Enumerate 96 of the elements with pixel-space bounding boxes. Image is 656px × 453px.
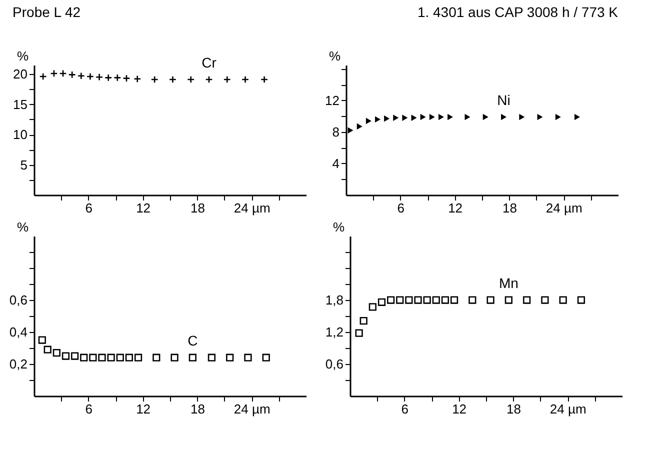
x-tick-label: 12: [452, 402, 467, 416]
x-tick-label: 6: [85, 402, 93, 416]
series-label: C: [188, 332, 198, 349]
point: [80, 354, 88, 362]
x-tick-label: 18: [502, 200, 517, 216]
series-label: Ni: [497, 92, 510, 108]
point: [52, 348, 60, 357]
point: [555, 114, 561, 120]
point: [244, 354, 252, 362]
y-tick-label: 4: [332, 156, 340, 171]
point: [432, 296, 440, 304]
point: [374, 116, 380, 123]
point: [448, 114, 454, 120]
x-tick-label: 6: [85, 200, 93, 216]
point: [62, 352, 70, 360]
point: [368, 303, 376, 311]
point: [70, 352, 79, 360]
point: [482, 114, 488, 120]
point: [559, 296, 567, 304]
point: [188, 354, 196, 362]
point: [356, 123, 362, 130]
point: [38, 336, 46, 344]
y-tick-label: 8: [332, 124, 340, 140]
chart-title: Probe L 42: [12, 4, 81, 20]
point: [574, 114, 580, 120]
y-tick-label: 1,8: [325, 292, 344, 308]
point: [541, 296, 549, 304]
y-tick-label: 0,2: [9, 356, 28, 372]
series-label: Mn: [498, 275, 518, 291]
point: [89, 354, 97, 362]
point: [468, 296, 476, 304]
x-tick-label: 6: [401, 402, 409, 416]
x-tick-label: 24 µm: [234, 402, 270, 416]
point: [411, 114, 417, 121]
y-tick-label: 20: [13, 66, 28, 82]
point: [486, 296, 494, 304]
point: [360, 316, 368, 325]
point: [504, 296, 512, 304]
point: [384, 115, 390, 122]
y-tick-label: 1,2: [325, 324, 344, 340]
y-axis-title: %: [16, 220, 29, 234]
point: [438, 114, 444, 120]
point: [577, 296, 586, 304]
point: [396, 296, 404, 304]
x-tick-label: 6: [397, 200, 405, 216]
point: [429, 114, 435, 120]
point: [464, 114, 470, 120]
point: [170, 354, 178, 362]
point: [519, 114, 525, 120]
point: [423, 296, 431, 304]
point: [44, 346, 52, 354]
point: [98, 354, 106, 362]
y-tick-label: 0,6: [325, 356, 344, 372]
point: [107, 354, 115, 362]
point: [522, 296, 531, 304]
x-tick-label: 24 µm: [546, 200, 582, 216]
y-axis-title: %: [332, 220, 345, 234]
y-tick-label: 0,6: [9, 292, 28, 308]
point: [208, 354, 216, 362]
point: [134, 354, 142, 362]
x-tick-label: 18: [506, 402, 521, 416]
point: [262, 354, 270, 362]
y-tick-label: 12: [325, 92, 340, 108]
x-tick-label: 12: [136, 402, 151, 416]
point: [355, 329, 363, 337]
y-tick-label: 0,4: [9, 324, 28, 340]
point: [378, 298, 386, 306]
chart-title: 1. 4301 aus CAP 3008 h / 773 K: [417, 4, 619, 20]
y-axis-title: %: [328, 48, 341, 64]
x-tick-label: 24 µm: [234, 200, 270, 216]
y-axis-title: %: [16, 48, 29, 64]
x-tick-label: 18: [190, 402, 205, 416]
point: [441, 296, 450, 304]
point: [116, 354, 124, 362]
point: [226, 354, 234, 362]
point: [348, 127, 354, 134]
x-tick-label: 12: [448, 200, 463, 216]
point: [414, 296, 422, 304]
point: [125, 354, 134, 362]
x-tick-label: 24 µm: [550, 402, 586, 416]
point: [402, 114, 408, 121]
point: [405, 296, 413, 304]
point: [537, 114, 543, 120]
series-label: Cr: [202, 54, 217, 71]
point: [420, 114, 426, 120]
point: [501, 114, 506, 120]
point: [152, 354, 160, 362]
x-tick-label: 18: [190, 200, 205, 216]
y-tick-label: 10: [13, 127, 28, 142]
point: [366, 118, 372, 124]
y-tick-label: 15: [13, 96, 28, 112]
point: [450, 296, 458, 304]
point: [393, 114, 399, 121]
x-tick-label: 12: [136, 200, 151, 216]
y-tick-label: 5: [20, 157, 28, 172]
point: [386, 296, 395, 304]
